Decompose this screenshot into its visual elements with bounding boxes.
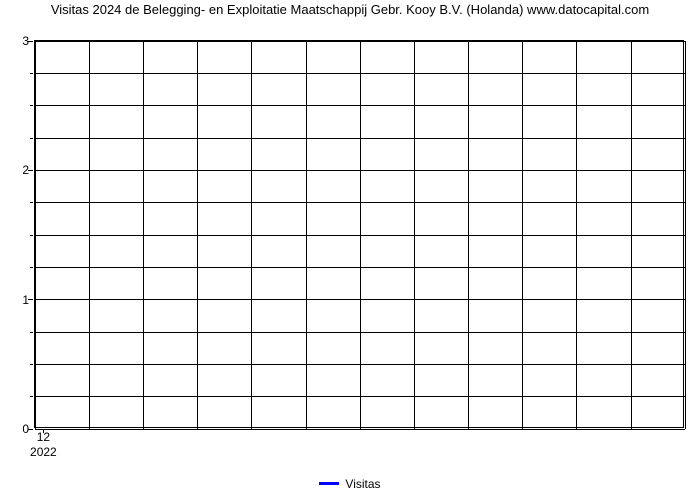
legend: Visitas bbox=[0, 476, 700, 491]
gridline-vertical bbox=[631, 41, 632, 429]
y-axis-minor-tick bbox=[30, 73, 33, 74]
y-axis-minor-tick bbox=[30, 396, 33, 397]
y-axis-minor-tick bbox=[30, 105, 33, 106]
y-axis-minor-tick bbox=[30, 138, 33, 139]
y-axis-minor-tick bbox=[30, 202, 33, 203]
gridline-vertical bbox=[360, 41, 361, 429]
y-axis-minor-tick bbox=[30, 267, 33, 268]
y-axis-minor-tick bbox=[30, 299, 33, 300]
plot-area: 0123122022 bbox=[34, 40, 684, 428]
y-axis-tick bbox=[28, 41, 33, 42]
y-axis-minor-tick bbox=[30, 332, 33, 333]
gridline-vertical bbox=[143, 41, 144, 429]
gridline-vertical bbox=[685, 41, 686, 429]
x-axis-year-label: 2022 bbox=[30, 427, 57, 459]
gridline-vertical bbox=[251, 41, 252, 429]
y-axis-minor-tick bbox=[30, 364, 33, 365]
gridline-vertical bbox=[197, 41, 198, 429]
gridline-vertical bbox=[576, 41, 577, 429]
gridline-vertical bbox=[89, 41, 90, 429]
gridline-vertical bbox=[35, 41, 36, 429]
gridline-vertical bbox=[414, 41, 415, 429]
y-axis-minor-tick bbox=[30, 170, 33, 171]
chart-container: Visitas 2024 de Belegging- en Exploitati… bbox=[0, 0, 700, 500]
gridline-vertical bbox=[468, 41, 469, 429]
y-axis-minor-tick bbox=[30, 235, 33, 236]
chart-title: Visitas 2024 de Belegging- en Exploitati… bbox=[0, 2, 700, 18]
legend-label: Visitas bbox=[345, 477, 380, 491]
legend-swatch bbox=[319, 482, 339, 485]
gridline-vertical bbox=[522, 41, 523, 429]
gridline-vertical bbox=[306, 41, 307, 429]
